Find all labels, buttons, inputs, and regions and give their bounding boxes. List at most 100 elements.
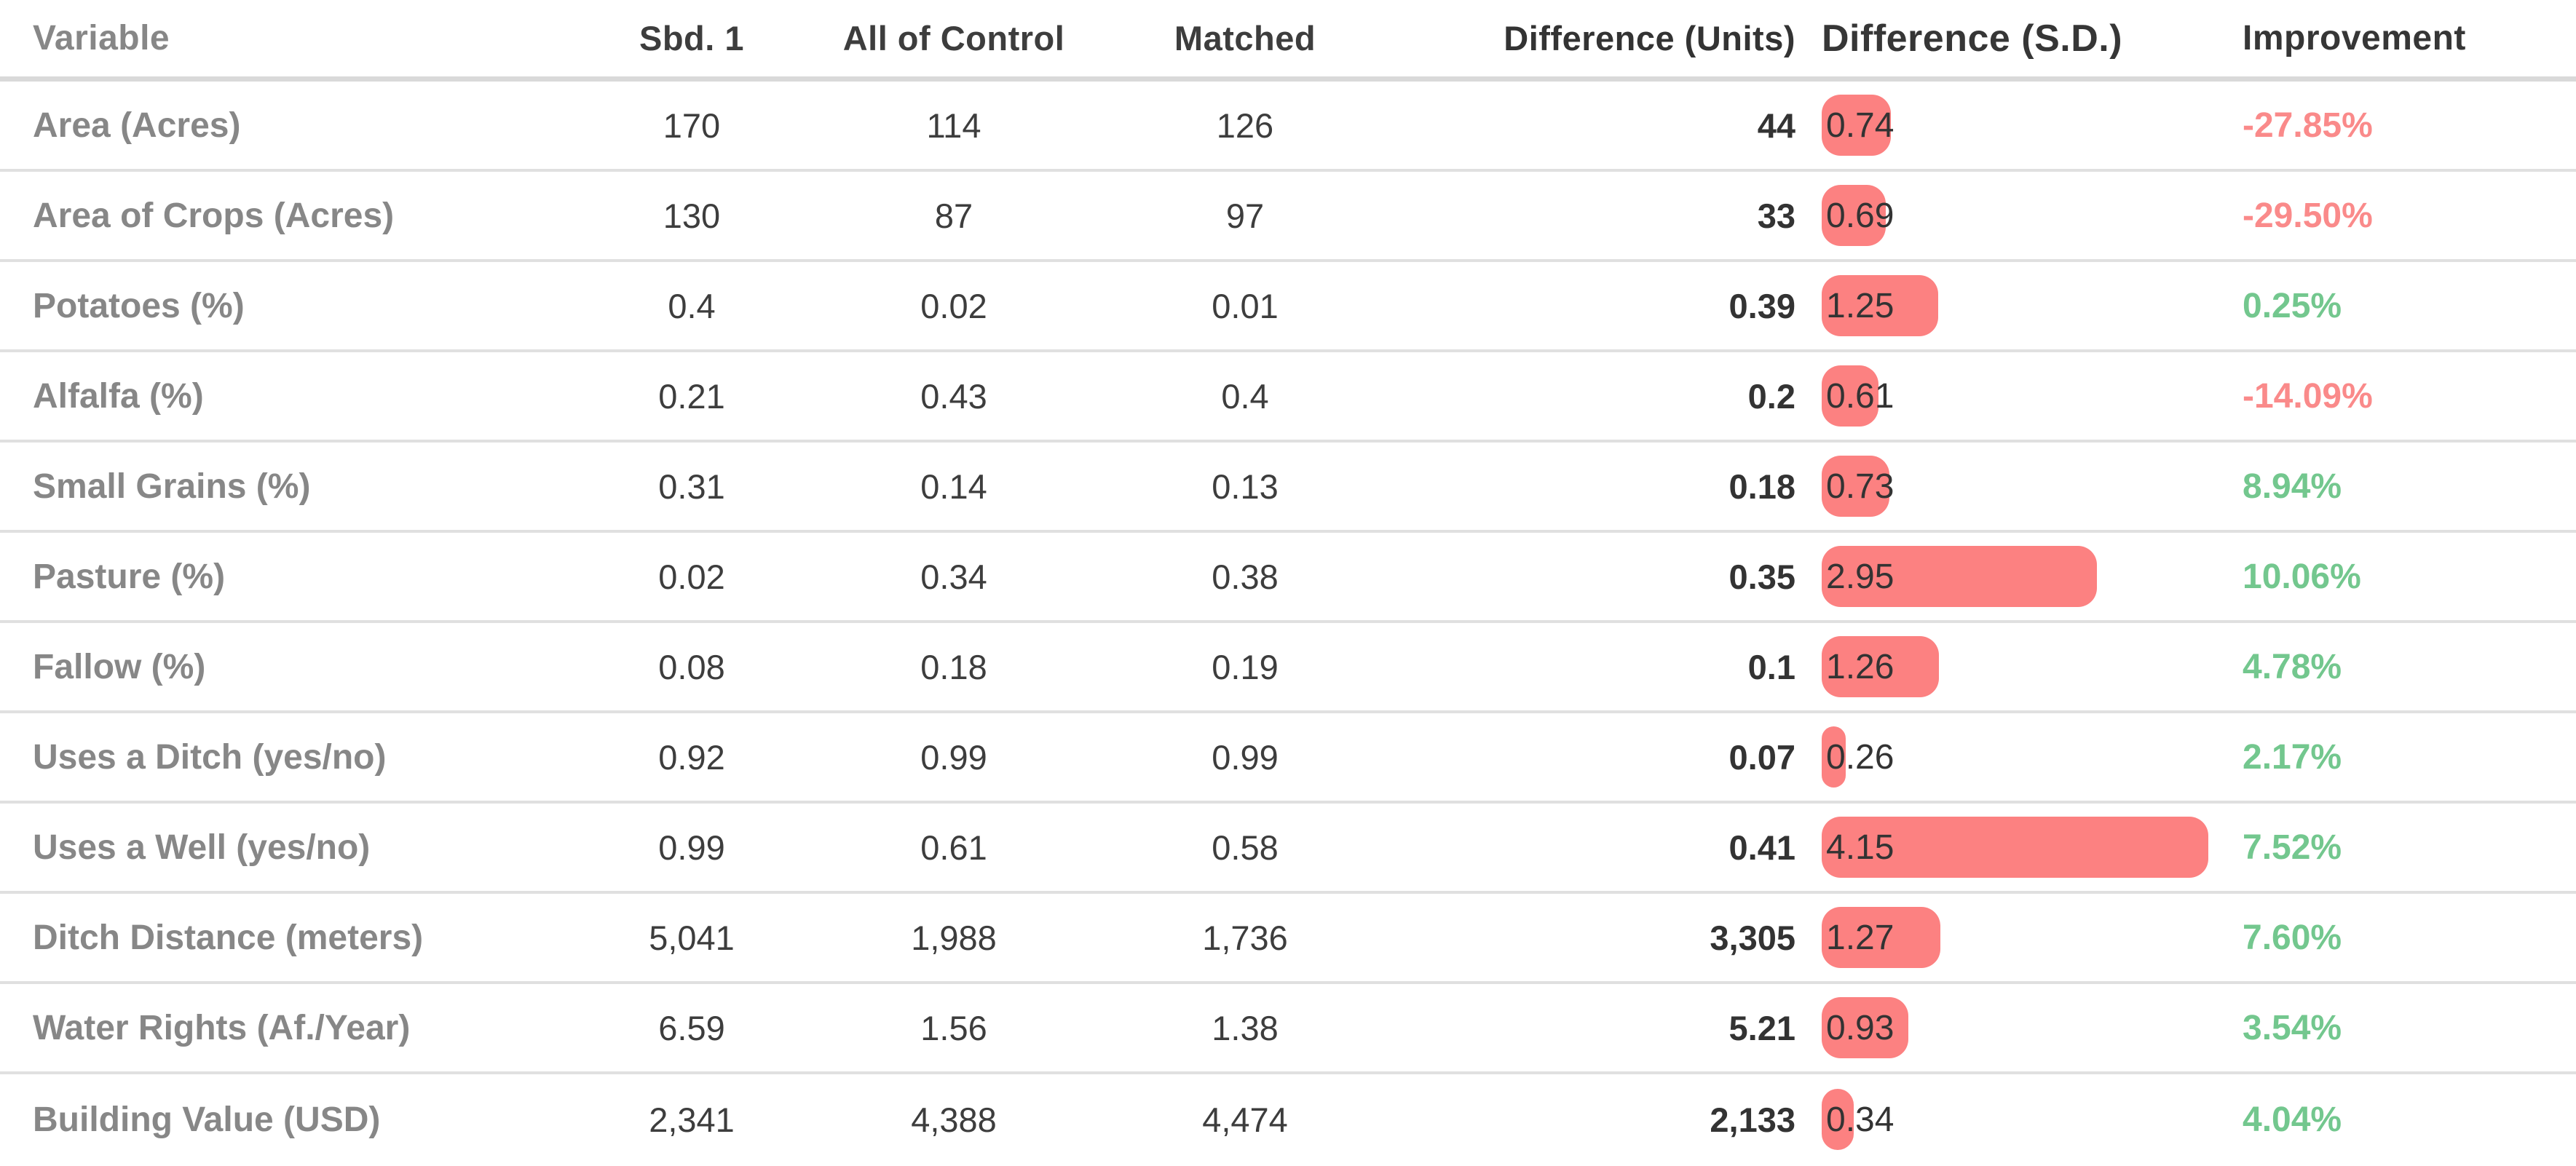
header-variable: Variable (33, 19, 170, 57)
variable-label: Small Grains (%) (33, 467, 311, 506)
sd-bar (1822, 456, 1889, 517)
difference-units-value: 2,133 (1710, 1100, 1795, 1139)
sd-bar (1822, 546, 2097, 607)
difference-sd-cell: 1.27 (1795, 894, 2228, 981)
difference-sd-value: 0.69 (1826, 196, 1895, 235)
matched-value: 0.58 (1212, 828, 1279, 867)
variable-label: Ditch Distance (meters) (33, 918, 424, 957)
sbd-1-value: 0.02 (658, 557, 725, 596)
table-row: Area of Crops (Acres) 130 87 97 33 0.69 … (0, 172, 2576, 262)
matched-value: 1,736 (1202, 918, 1288, 957)
sbd-1-value: 0.99 (658, 828, 725, 867)
difference-sd-value: 0.74 (1826, 106, 1895, 145)
sd-bar-wrap: 1.27 (1822, 907, 1940, 968)
improvement-value: 10.06% (2243, 557, 2361, 596)
difference-sd-cell: 1.25 (1795, 262, 2228, 349)
improvement-value: 0.25% (2243, 286, 2342, 325)
difference-units-value: 5.21 (1728, 1008, 1795, 1047)
difference-sd-cell: 0.93 (1795, 984, 2228, 1071)
difference-sd-cell: 0.73 (1795, 443, 2228, 530)
variable-label: Uses a Ditch (yes/no) (33, 737, 387, 777)
improvement-value: 4.04% (2243, 1100, 2342, 1139)
improvement-value: 3.54% (2243, 1008, 2342, 1047)
improvement-value: 7.52% (2243, 828, 2342, 867)
sd-bar-wrap: 0.93 (1822, 997, 1908, 1058)
all-of-control-value: 4,388 (911, 1100, 997, 1139)
sd-bar-wrap: 1.25 (1822, 275, 1938, 336)
header-matched: Matched (1174, 19, 1316, 57)
sd-bar (1822, 726, 1846, 788)
table-row: Small Grains (%) 0.31 0.14 0.13 0.18 0.7… (0, 443, 2576, 533)
difference-sd-cell: 4.15 (1795, 804, 2228, 891)
all-of-control-value: 0.02 (920, 286, 987, 325)
difference-sd-cell: 0.61 (1795, 352, 2228, 440)
table-row: Building Value (USD) 2,341 4,388 4,474 2… (0, 1074, 2576, 1165)
sbd-1-value: 6.59 (658, 1008, 725, 1047)
difference-sd-value: 1.25 (1826, 286, 1895, 325)
matched-value: 0.01 (1212, 286, 1279, 325)
table-header-row: Variable Sbd. 1 All of Control Matched D… (0, 0, 2576, 82)
sd-bar-wrap: 1.26 (1822, 636, 1939, 697)
table-body: Area (Acres) 170 114 126 44 0.74 -27.85%… (0, 82, 2576, 1165)
variable-label: Pasture (%) (33, 557, 226, 596)
difference-sd-value: 1.26 (1826, 647, 1895, 686)
difference-units-value: 0.18 (1728, 467, 1795, 506)
sbd-1-value: 170 (663, 106, 721, 145)
all-of-control-value: 0.34 (920, 557, 987, 596)
matched-value: 0.99 (1212, 737, 1279, 777)
table-row: Pasture (%) 0.02 0.34 0.38 0.35 2.95 10.… (0, 533, 2576, 623)
difference-sd-value: 0.34 (1826, 1100, 1895, 1139)
sd-bar (1822, 275, 1938, 336)
sd-bar (1822, 1089, 1854, 1150)
variable-label: Building Value (USD) (33, 1100, 381, 1139)
table-row: Ditch Distance (meters) 5,041 1,988 1,73… (0, 894, 2576, 984)
header-sbd-1: Sbd. 1 (639, 19, 745, 57)
matched-value: 0.13 (1212, 467, 1279, 506)
difference-sd-value: 1.27 (1826, 918, 1895, 957)
header-improvement: Improvement (2243, 19, 2466, 57)
sd-bar-wrap: 0.73 (1822, 456, 1894, 517)
sbd-1-value: 2,341 (649, 1100, 735, 1139)
difference-sd-value: 0.61 (1826, 376, 1895, 416)
improvement-value: -29.50% (2243, 196, 2373, 235)
variable-label: Water Rights (Af./Year) (33, 1008, 411, 1047)
all-of-control-value: 0.14 (920, 467, 987, 506)
sd-bar-wrap: 2.95 (1822, 546, 2097, 607)
improvement-value: -14.09% (2243, 376, 2373, 416)
difference-sd-value: 0.26 (1826, 737, 1895, 777)
variable-label: Area of Crops (Acres) (33, 196, 395, 235)
matched-value: 97 (1225, 196, 1265, 235)
matched-value: 1.38 (1212, 1008, 1279, 1047)
all-of-control-value: 87 (934, 196, 973, 235)
difference-units-value: 0.35 (1728, 557, 1795, 596)
all-of-control-value: 114 (926, 106, 981, 145)
table-row: Potatoes (%) 0.4 0.02 0.01 0.39 1.25 0.2… (0, 262, 2576, 352)
header-difference-units: Difference (Units) (1504, 19, 1795, 57)
sd-bar-wrap: 0.74 (1822, 95, 1894, 156)
all-of-control-value: 1.56 (920, 1008, 987, 1047)
sd-bar (1822, 185, 1886, 246)
sbd-1-value: 0.08 (658, 647, 725, 686)
table-row: Fallow (%) 0.08 0.18 0.19 0.1 1.26 4.78% (0, 623, 2576, 713)
sbd-1-value: 5,041 (649, 918, 735, 957)
sbd-1-value: 0.21 (658, 376, 725, 416)
difference-units-value: 44 (1757, 106, 1795, 145)
sd-bar-wrap: 0.34 (1822, 1089, 1894, 1150)
matched-value: 0.4 (1221, 376, 1269, 416)
sbd-1-value: 0.4 (668, 286, 716, 325)
difference-units-value: 0.2 (1747, 376, 1795, 416)
sd-bar (1822, 636, 1939, 697)
difference-units-value: 0.1 (1747, 647, 1795, 686)
difference-sd-value: 0.73 (1826, 467, 1895, 506)
all-of-control-value: 0.43 (920, 376, 987, 416)
difference-sd-cell: 0.74 (1795, 82, 2228, 169)
difference-sd-cell: 1.26 (1795, 623, 2228, 710)
header-all-of-control: All of Control (842, 19, 1065, 57)
variable-label: Alfalfa (%) (33, 376, 204, 416)
sd-bar (1822, 817, 2208, 878)
difference-sd-cell: 0.34 (1795, 1074, 2228, 1165)
table-row: Water Rights (Af./Year) 6.59 1.56 1.38 5… (0, 984, 2576, 1074)
variable-label: Fallow (%) (33, 647, 206, 686)
all-of-control-value: 0.61 (920, 828, 987, 867)
